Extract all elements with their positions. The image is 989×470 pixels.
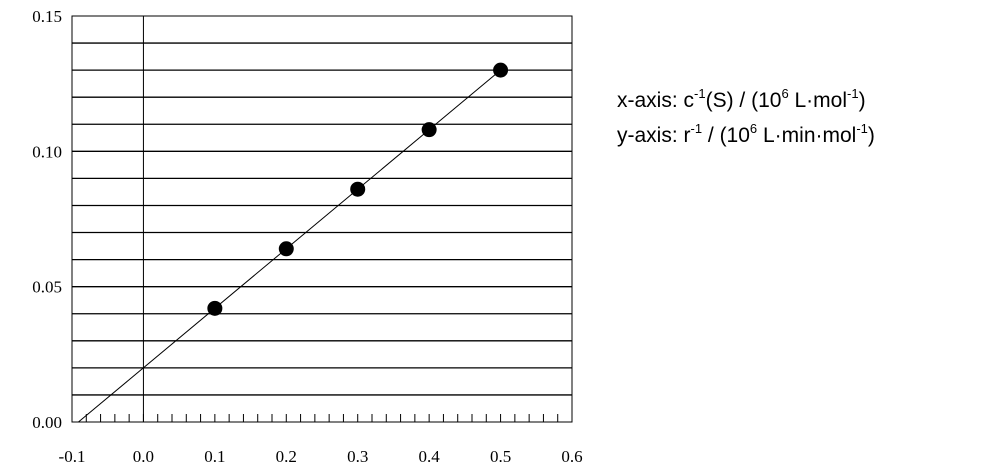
x-tick-label: 0.6 <box>561 447 582 466</box>
axes <box>71 15 573 423</box>
y-axis-sup3: -1 <box>856 121 868 136</box>
plot-frame <box>71 15 573 423</box>
axis-legend: x-axis: c-1(S) / (106 L·mol-1) y-axis: r… <box>617 80 875 150</box>
x-tick-label: 0.4 <box>419 447 441 466</box>
y-axis-sup2: 6 <box>749 121 758 136</box>
y-axis-sup1: -1 <box>690 121 703 136</box>
plot: 0.00 0.05 0.10 0.15 -0.1 0.0 0.1 0.2 0.3 0.4 0.5 0.… <box>32 7 582 466</box>
x-axis-unit: L·mol <box>788 89 848 112</box>
y-axis-unit: L·min·mol <box>757 124 857 147</box>
y-axis-middle: / (10 <box>702 124 750 147</box>
data-point <box>350 181 366 197</box>
tick-labels: 0.00 0.05 0.10 0.15 -0.1 0.0 0.1 0.2 0.3 0.4 0.5 0.… <box>32 7 582 466</box>
x-tick-label: 0.3 <box>347 447 368 466</box>
y-axis-prefix: y-axis: r <box>617 124 691 147</box>
x-tick-label: -0.1 <box>59 447 86 466</box>
x-axis-close: ) <box>858 89 866 112</box>
x-tick-label: 0.1 <box>204 447 225 466</box>
data-point <box>278 241 294 257</box>
x-axis-prefix: x-axis: c <box>617 89 695 112</box>
y-tick-label: 0.00 <box>32 413 62 432</box>
y-axis-description: y-axis: r-1 / (106 L·min·mol-1) <box>617 115 875 150</box>
x-axis-sup1: -1 <box>694 86 706 101</box>
y-tick-label: 0.10 <box>32 142 62 161</box>
x-tick-label: 0.2 <box>276 447 297 466</box>
x-tick-label: 0.5 <box>490 447 511 466</box>
y-tick-label: 0.05 <box>32 278 62 297</box>
data-point <box>421 122 437 138</box>
y-tick-label: 0.15 <box>32 7 62 26</box>
x-axis-description: x-axis: c-1(S) / (106 L·mol-1) <box>617 80 875 115</box>
x-tick-label: 0.0 <box>133 447 154 466</box>
y-axis-close: ) <box>867 124 875 147</box>
x-axis-sup2: 6 <box>781 86 789 101</box>
data-points <box>207 62 509 316</box>
grid <box>72 42 572 396</box>
x-axis-sup3: -1 <box>847 86 859 101</box>
data-point <box>493 62 509 78</box>
x-axis-middle: (S) / (10 <box>705 89 782 112</box>
data-point <box>207 300 223 316</box>
